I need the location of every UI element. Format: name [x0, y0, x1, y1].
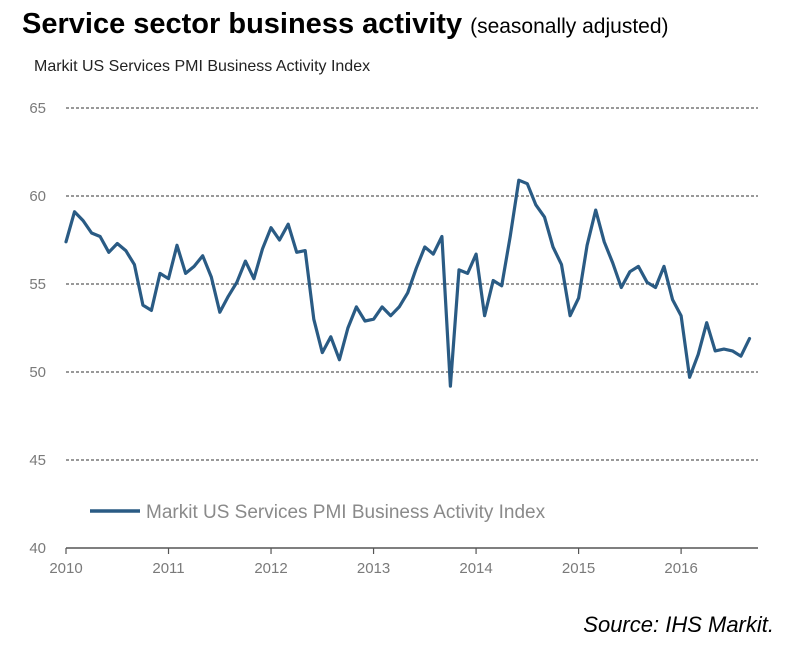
x-tick-label: 2014 — [459, 560, 492, 577]
x-tick-label: 2015 — [562, 560, 595, 577]
source-note: Source: IHS Markit. — [583, 612, 774, 637]
x-tick-label: 2010 — [49, 560, 82, 577]
page-title: Service sector business activity — [22, 8, 463, 40]
x-axis: 2010 2011 2012 2013 2014 2015 2016 — [49, 547, 758, 577]
y-axis: 40 45 50 55 60 65 — [29, 100, 46, 557]
y-tick-label: 40 — [29, 540, 46, 557]
legend-label: Markit US Services PMI Business Activity… — [146, 502, 546, 523]
chart-title: Markit US Services PMI Business Activity… — [34, 58, 371, 75]
y-tick-label: 60 — [29, 188, 46, 205]
legend: Markit US Services PMI Business Activity… — [90, 502, 546, 523]
series-line — [64, 178, 752, 388]
page-subtitle: (seasonally adjusted) — [470, 15, 669, 38]
series-group — [64, 178, 752, 388]
y-tick-label: 45 — [29, 452, 46, 469]
x-tick-label: 2013 — [357, 560, 390, 577]
y-tick-label: 55 — [29, 276, 46, 293]
chart-title-row: Service sector business activity (seasona… — [22, 8, 669, 41]
x-tick-label: 2016 — [664, 560, 697, 577]
x-tick-label: 2011 — [152, 560, 184, 577]
y-tick-label: 50 — [29, 364, 46, 381]
y-tick-label: 65 — [29, 100, 46, 117]
x-tick-label: 2012 — [254, 560, 287, 577]
